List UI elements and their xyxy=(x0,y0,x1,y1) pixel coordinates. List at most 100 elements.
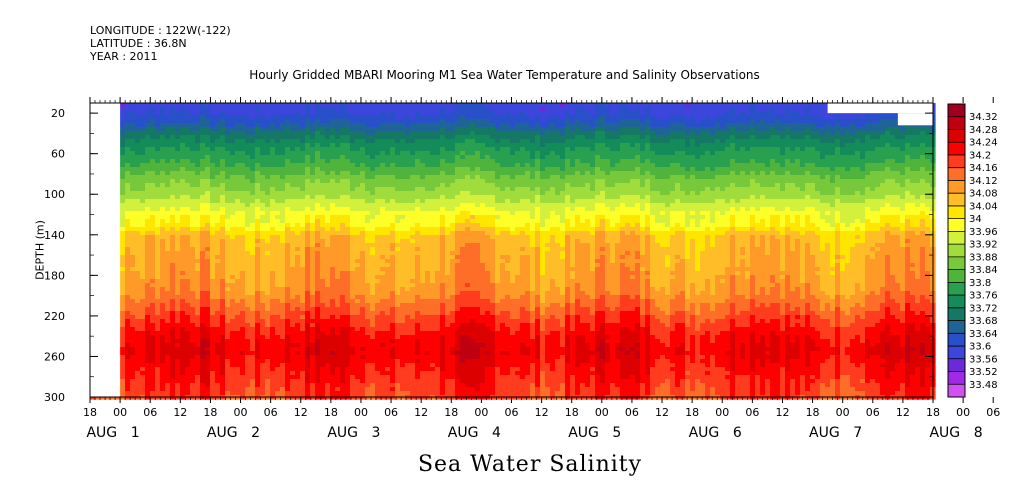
salinity-cell xyxy=(360,183,366,188)
salinity-cell xyxy=(375,307,381,312)
salinity-cell xyxy=(375,123,381,128)
salinity-cell xyxy=(135,191,141,196)
salinity-cell xyxy=(375,227,381,232)
salinity-cell xyxy=(380,251,386,256)
salinity-cell xyxy=(285,171,291,176)
salinity-cell xyxy=(240,383,246,388)
salinity-cell xyxy=(230,127,236,132)
salinity-cell xyxy=(135,367,141,372)
salinity-cell xyxy=(300,111,306,116)
salinity-cell xyxy=(220,135,226,140)
salinity-cell xyxy=(235,263,241,268)
salinity-cell xyxy=(340,291,346,296)
salinity-cell xyxy=(315,275,321,280)
salinity-cell xyxy=(305,391,311,396)
salinity-cell xyxy=(380,207,386,212)
salinity-cell xyxy=(305,263,311,268)
salinity-cell xyxy=(195,143,201,148)
salinity-cell xyxy=(160,259,166,264)
salinity-cell xyxy=(250,167,256,172)
salinity-cell xyxy=(245,243,251,248)
salinity-cell xyxy=(295,223,301,228)
salinity-cell xyxy=(330,147,336,152)
salinity-cell xyxy=(415,115,421,120)
salinity-cell xyxy=(375,195,381,200)
salinity-cell xyxy=(190,187,196,192)
salinity-cell xyxy=(150,311,156,316)
salinity-cell xyxy=(140,343,146,348)
salinity-cell xyxy=(420,383,426,388)
salinity-cell xyxy=(345,343,351,348)
salinity-cell xyxy=(315,147,321,152)
salinity-cell xyxy=(380,223,386,228)
salinity-cell xyxy=(400,179,406,184)
salinity-cell xyxy=(265,231,271,236)
salinity-cell xyxy=(210,363,216,368)
salinity-cell xyxy=(135,371,141,376)
salinity-cell xyxy=(335,335,341,340)
salinity-cell xyxy=(355,195,361,200)
salinity-cell xyxy=(275,251,281,256)
salinity-cell xyxy=(325,307,331,312)
salinity-cell xyxy=(270,171,276,176)
salinity-cell xyxy=(400,147,406,152)
salinity-cell xyxy=(210,187,216,192)
salinity-cell xyxy=(280,279,286,284)
salinity-cell xyxy=(355,251,361,256)
salinity-cell xyxy=(360,283,366,288)
salinity-cell xyxy=(180,347,186,352)
salinity-cell xyxy=(375,155,381,160)
salinity-cell xyxy=(185,147,191,152)
salinity-cell xyxy=(300,391,306,396)
salinity-cell xyxy=(415,291,421,296)
salinity-cell xyxy=(320,231,326,236)
salinity-cell xyxy=(400,203,406,208)
salinity-cell xyxy=(180,195,186,200)
salinity-cell xyxy=(165,195,171,200)
salinity-cell xyxy=(345,267,351,272)
salinity-cell xyxy=(315,243,321,248)
salinity-cell xyxy=(255,275,261,280)
salinity-cell xyxy=(350,387,356,392)
salinity-cell xyxy=(215,259,221,264)
salinity-cell xyxy=(265,279,271,284)
salinity-cell xyxy=(180,175,186,180)
salinity-cell xyxy=(210,315,216,320)
salinity-cell xyxy=(415,287,421,292)
salinity-cell xyxy=(405,279,411,284)
salinity-cell xyxy=(205,219,211,224)
salinity-cell xyxy=(255,251,261,256)
salinity-cell xyxy=(380,271,386,276)
salinity-cell xyxy=(235,271,241,276)
salinity-cell xyxy=(140,327,146,332)
salinity-cell xyxy=(325,283,331,288)
salinity-cell xyxy=(145,319,151,324)
salinity-cell xyxy=(235,311,241,316)
salinity-cell xyxy=(375,331,381,336)
salinity-cell xyxy=(250,247,256,252)
salinity-cell xyxy=(405,387,411,392)
salinity-cell xyxy=(180,303,186,308)
salinity-cell xyxy=(175,211,181,216)
salinity-cell xyxy=(340,267,346,272)
salinity-cell xyxy=(160,275,166,280)
salinity-cell xyxy=(400,363,406,368)
salinity-cell xyxy=(180,379,186,384)
salinity-cell xyxy=(380,327,386,332)
salinity-cell xyxy=(240,123,246,128)
salinity-cell xyxy=(240,251,246,256)
salinity-cell xyxy=(380,319,386,324)
salinity-cell xyxy=(385,195,391,200)
salinity-cell xyxy=(215,267,221,272)
salinity-cell xyxy=(375,295,381,300)
salinity-cell xyxy=(395,371,401,376)
salinity-cell xyxy=(295,383,301,388)
salinity-cell xyxy=(260,347,266,352)
salinity-cell xyxy=(200,151,206,156)
salinity-cell xyxy=(330,191,336,196)
salinity-cell xyxy=(140,115,146,120)
salinity-cell xyxy=(150,151,156,156)
salinity-cell xyxy=(265,151,271,156)
salinity-cell xyxy=(330,103,336,108)
salinity-cell xyxy=(425,115,431,120)
